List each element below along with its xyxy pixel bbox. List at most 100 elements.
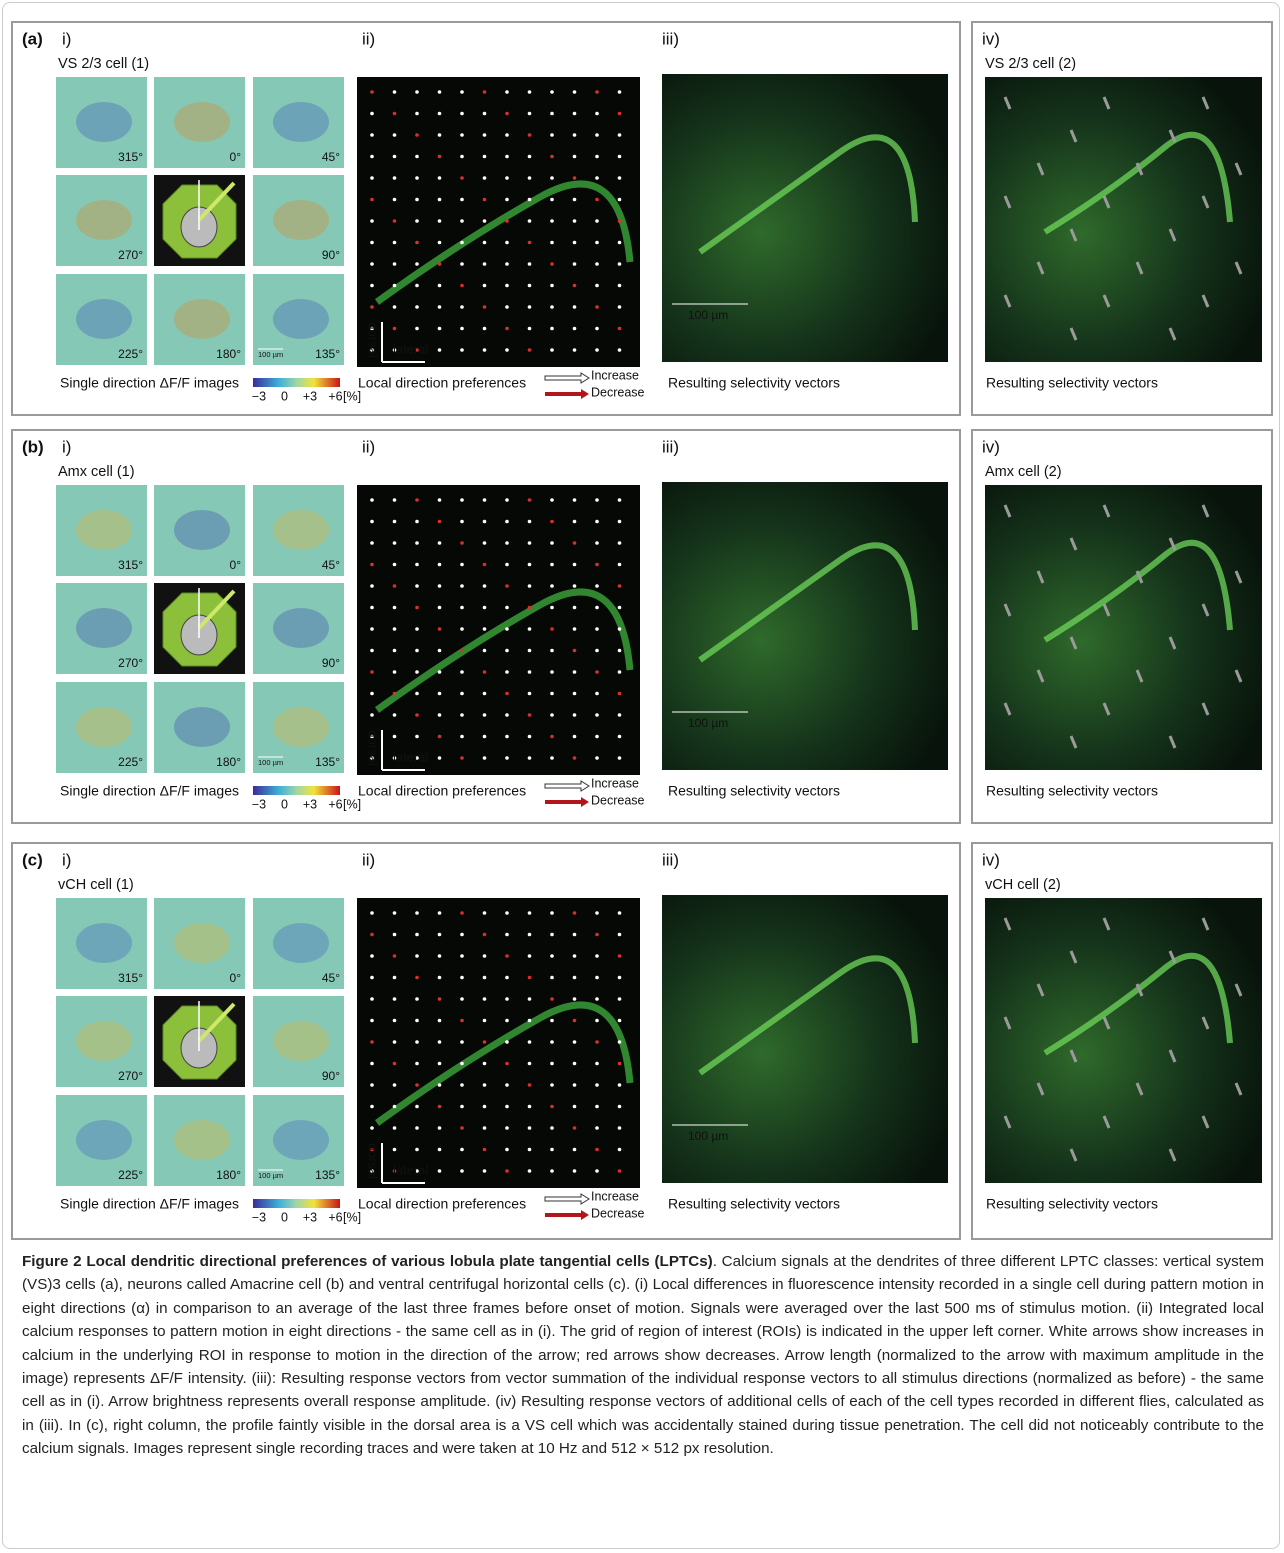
roi-dot <box>482 1040 487 1044</box>
label: Single direction ΔF/F images <box>60 1196 239 1212</box>
vector-arrow <box>1168 129 1177 143</box>
roi-dot <box>617 541 622 545</box>
roi-dot <box>370 219 374 223</box>
roi-dot <box>415 605 419 610</box>
label: 315° <box>118 971 143 985</box>
roi-dot <box>460 154 464 159</box>
roi-dot <box>460 713 464 717</box>
label: 90° <box>322 248 340 262</box>
roi-dot <box>550 911 554 915</box>
roi-dot <box>550 154 554 159</box>
roi-dot <box>460 1169 464 1173</box>
roi-dot <box>505 975 509 980</box>
roi-dot <box>617 283 622 288</box>
roi-dot <box>595 283 599 288</box>
vector-arrow <box>1201 294 1210 308</box>
roi-dot <box>370 670 374 674</box>
roi-dot <box>527 932 532 937</box>
roi-dot <box>460 584 464 588</box>
vector-arrow <box>1069 950 1078 964</box>
roi-dot <box>617 975 622 980</box>
roi-dot <box>572 1126 577 1130</box>
roi-dot <box>460 605 464 610</box>
roi-dot <box>392 713 397 717</box>
roi-dot <box>482 1061 487 1066</box>
roi-dot <box>370 734 374 739</box>
roi-dot <box>572 562 577 567</box>
roi-dot <box>527 911 532 915</box>
roi-dot <box>617 1169 622 1173</box>
label: ii) <box>362 437 375 456</box>
roi-dot <box>527 1061 532 1066</box>
roi-dot <box>415 154 419 159</box>
roi-dot <box>595 348 599 352</box>
roi-dot <box>460 519 464 524</box>
roi-dot <box>370 975 374 980</box>
roi-dot <box>617 1040 622 1044</box>
roi-dot <box>370 932 374 937</box>
roi-dot <box>415 283 419 288</box>
vector-arrow <box>1201 702 1210 716</box>
roi-dot <box>572 262 577 266</box>
roi-dot <box>572 1040 577 1044</box>
roi-dot <box>550 498 554 502</box>
label: Increase <box>591 1189 639 1203</box>
roi-dot <box>482 1018 487 1023</box>
roi-dot <box>550 648 554 653</box>
fluorescence-image <box>662 74 948 362</box>
roi-dot <box>437 1169 442 1173</box>
roi-dot <box>415 1104 419 1109</box>
vector-arrow <box>1069 1148 1078 1162</box>
roi-dot <box>370 111 374 116</box>
roi-dot <box>437 133 442 137</box>
roi-dot <box>437 305 442 309</box>
roi-dot <box>437 219 442 223</box>
roi-dot <box>392 326 397 331</box>
roi-dot <box>550 1169 554 1173</box>
label: iv) <box>982 850 1000 869</box>
df-image <box>56 274 147 365</box>
vector-arrow <box>1069 537 1078 551</box>
roi-dot <box>595 911 599 915</box>
roi-dot <box>572 691 577 696</box>
label: (c) <box>22 850 43 869</box>
roi-dot <box>617 197 622 202</box>
roi-dot <box>595 1040 599 1044</box>
roi-dot <box>572 219 577 223</box>
label: Resulting selectivity vectors <box>986 1196 1158 1212</box>
label: 135° <box>315 347 340 361</box>
panel-box <box>11 842 961 1240</box>
label: [%] <box>343 389 361 403</box>
roi-dot <box>392 627 397 631</box>
roi-dot <box>392 219 397 223</box>
panel-box <box>971 842 1273 1240</box>
fluorescence-image <box>985 485 1262 770</box>
roi-dot <box>437 197 442 202</box>
roi-dot <box>505 932 509 937</box>
df-image <box>56 77 147 168</box>
roi-dot <box>505 197 509 202</box>
roi-dot <box>392 605 397 610</box>
roi-dot <box>460 756 464 760</box>
roi-dot <box>415 305 419 309</box>
vector-arrow <box>1135 570 1144 584</box>
roi-dot <box>617 154 622 159</box>
roi-dot <box>415 219 419 223</box>
roi-dot <box>460 219 464 223</box>
label: +3 <box>303 1210 317 1224</box>
label: 135° <box>315 755 340 769</box>
roi-dot <box>617 498 622 502</box>
df-signal <box>273 200 329 240</box>
label: 100 µm <box>688 716 728 730</box>
df-signal <box>273 510 329 550</box>
vector-arrow <box>1234 983 1243 997</box>
roi-dot <box>460 911 464 915</box>
roi-dot <box>392 90 397 94</box>
roi-dot <box>527 176 532 180</box>
roi-dot <box>437 954 442 958</box>
dendrite <box>374 588 634 713</box>
vector-arrow <box>1135 983 1144 997</box>
df-image <box>154 274 245 365</box>
roi-dot <box>437 498 442 502</box>
roi-dot <box>482 691 487 696</box>
